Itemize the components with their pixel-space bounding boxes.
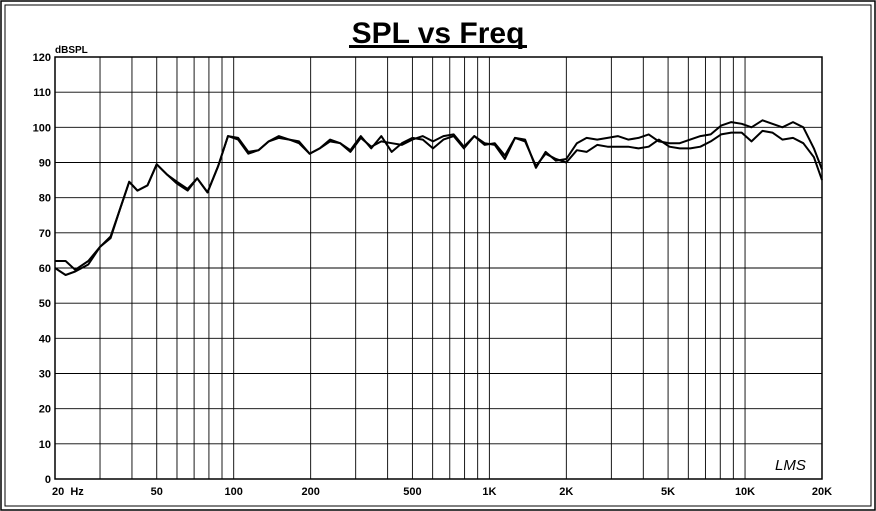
grid [55, 57, 822, 479]
y-tick-label: 40 [39, 333, 51, 345]
chart-title: SPL vs Freq [352, 17, 525, 50]
y-tick-label: 10 [39, 439, 51, 451]
x-tick-label: 200 [301, 486, 319, 498]
x-tick-label: 20K [812, 486, 832, 498]
y-tick-label: 80 [39, 193, 51, 205]
series-line-2 [54, 129, 823, 276]
y-tick-label: 30 [39, 369, 51, 381]
lms-watermark: LMS [775, 457, 806, 474]
y-tick-label: 60 [39, 263, 51, 275]
y-tick-label: 50 [39, 298, 51, 310]
y-tick-labels: 0 10 20 30 40 50 60 70 80 90 100 110 120 [33, 52, 51, 486]
y-tick-label: 20 [39, 404, 51, 416]
x-tick-labels: 20 Hz 50 100 200 500 1K 2K 5K 10K 20K [52, 486, 832, 498]
x-tick-label: 100 [225, 486, 243, 498]
y-tick-label: 110 [33, 87, 51, 99]
x-tick-label: 2K [559, 486, 573, 498]
x-tick-label: 5K [661, 486, 675, 498]
y-tick-label: 0 [45, 474, 51, 486]
y-tick-label: 120 [33, 52, 51, 64]
title-underline [349, 45, 527, 48]
inner-frame [4, 4, 872, 507]
plot-border [54, 56, 823, 480]
x-tick-label: 10K [735, 486, 755, 498]
y-tick-label: 70 [39, 228, 51, 240]
x-tick-label: 1K [482, 486, 496, 498]
y-axis-label: dBSPL [55, 45, 88, 56]
series-lines [54, 119, 823, 276]
x-tick-label: 500 [403, 486, 421, 498]
x-tick-label: 20 Hz [52, 486, 84, 498]
series-line-1 [55, 119, 823, 271]
x-tick-label: 50 [151, 486, 163, 498]
y-tick-label: 100 [33, 122, 51, 134]
y-tick-label: 90 [39, 158, 51, 170]
